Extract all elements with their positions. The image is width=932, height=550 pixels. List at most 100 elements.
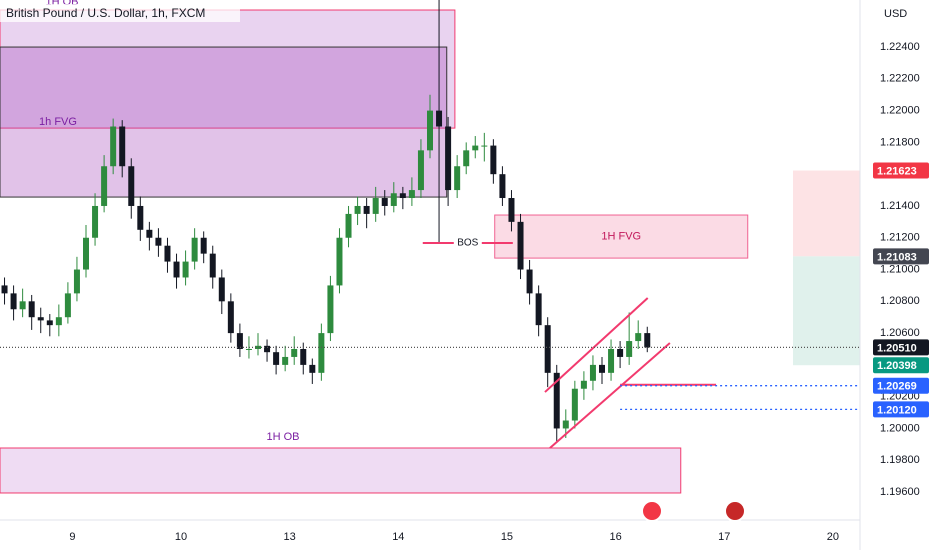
- candle-body: [472, 145, 479, 151]
- zone: [793, 170, 860, 257]
- x-tick-label: 13: [284, 531, 296, 543]
- price-marker-label: 1.21083: [877, 251, 917, 263]
- candle-body: [553, 372, 560, 429]
- price-marker: [873, 357, 929, 374]
- x-tick-label: 16: [609, 531, 621, 543]
- candle-body: [526, 269, 533, 294]
- candle-body: [291, 348, 298, 357]
- title-bg: [0, 4, 240, 22]
- candle-body: [236, 333, 243, 349]
- zone-label: 1H OB: [266, 431, 299, 443]
- candle-body: [264, 345, 271, 353]
- candle-body: [245, 348, 252, 350]
- candle-body: [101, 166, 108, 206]
- candle-body: [372, 198, 379, 214]
- candle-body: [408, 190, 415, 199]
- candle-body: [327, 285, 334, 334]
- y-tick-label: 1.19800: [880, 454, 920, 466]
- candle-body: [626, 341, 633, 357]
- candle-body: [10, 293, 17, 310]
- price-marker: [873, 248, 929, 265]
- candle-body: [318, 333, 325, 373]
- x-tick-label: 9: [69, 531, 75, 543]
- candle-body: [119, 126, 126, 167]
- candle-body: [209, 253, 216, 278]
- candle-body: [137, 205, 144, 230]
- y-tick-label: 1.20000: [880, 422, 920, 434]
- candle-body: [562, 420, 569, 429]
- price-marker-label: 1.20269: [877, 381, 917, 393]
- candle-body: [363, 205, 370, 214]
- candle-body: [28, 301, 35, 318]
- candle-body: [227, 301, 234, 334]
- candle-body: [37, 317, 44, 321]
- y-tick-label: 1.22000: [880, 105, 920, 117]
- chart-title: British Pound / U.S. Dollar, 1h, FXCM: [6, 6, 205, 20]
- candle-body: [463, 150, 470, 167]
- candle-body: [608, 348, 615, 373]
- x-tick-label: 14: [392, 531, 404, 543]
- event-icon-uk[interactable]: [724, 500, 746, 522]
- candle-body: [218, 277, 225, 302]
- candle-body: [390, 193, 397, 206]
- candle-body: [345, 213, 352, 238]
- candle-body: [83, 237, 89, 270]
- candle-body: [191, 237, 198, 262]
- candle-body: [64, 293, 71, 318]
- x-tick-label: 10: [175, 531, 187, 543]
- drawing-line: [549, 342, 671, 449]
- zone: [0, 447, 682, 494]
- candle-body: [381, 198, 388, 206]
- candle-body: [354, 205, 361, 214]
- candle-body: [399, 193, 406, 199]
- candle-body: [490, 145, 497, 175]
- candle-body: [200, 237, 207, 254]
- y-tick-label: 1.20800: [880, 295, 920, 307]
- currency-label: USD: [884, 8, 907, 20]
- candle-body: [635, 333, 642, 342]
- candle-body: [336, 237, 343, 286]
- candle-body: [571, 388, 578, 421]
- zone-label: 1H OB: [45, 0, 78, 8]
- zone: [0, 9, 456, 129]
- candle-body: [92, 205, 99, 238]
- y-tick-label: 1.20600: [880, 327, 920, 339]
- y-tick-label: 1.21400: [880, 200, 920, 212]
- x-tick-label: 15: [501, 531, 513, 543]
- price-marker-label: 1.20510: [877, 342, 917, 354]
- candle-body: [182, 261, 189, 278]
- candle-body: [436, 110, 443, 127]
- candle-body: [46, 320, 53, 326]
- y-tick-label: 1.21200: [880, 232, 920, 244]
- candle-body: [517, 221, 524, 270]
- price-marker-label: 1.20120: [877, 404, 917, 416]
- candle-body: [599, 364, 605, 373]
- event-icon-us[interactable]: [641, 500, 663, 522]
- candle-body: [617, 348, 624, 357]
- candle-body: [282, 356, 289, 365]
- candle-body: [300, 348, 307, 365]
- candle-body: [535, 293, 542, 326]
- y-tick-label: 1.22200: [880, 73, 920, 85]
- candle-body: [427, 110, 433, 151]
- candle-body: [508, 198, 515, 222]
- x-tick-label: 20: [827, 531, 839, 543]
- price-marker-label: 1.21623: [877, 165, 917, 177]
- y-tick-label: 1.22400: [880, 41, 920, 53]
- price-marker: [873, 401, 929, 418]
- candle-body: [273, 352, 280, 365]
- price-marker: [873, 162, 929, 179]
- candle-body: [445, 126, 452, 191]
- zone: [0, 46, 448, 198]
- price-marker: [873, 377, 929, 394]
- candle-body: [173, 261, 180, 278]
- candle-body: [544, 325, 551, 373]
- zone-label: 1h FVG: [39, 116, 77, 128]
- event-icon[interactable]: [641, 500, 746, 522]
- candle-body: [417, 150, 424, 191]
- candle-body: [55, 317, 62, 326]
- price-marker: [873, 339, 929, 356]
- candle-body: [110, 126, 117, 167]
- line-label-bg: [453, 235, 482, 250]
- y-tick-label: 1.21800: [880, 136, 920, 148]
